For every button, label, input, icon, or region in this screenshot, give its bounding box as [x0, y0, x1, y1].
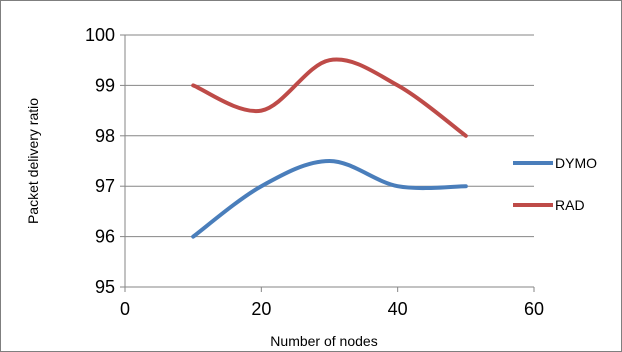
y-tick-label: 97 — [95, 176, 115, 196]
x-tick-label: 40 — [388, 299, 408, 319]
x-tick-label: 0 — [120, 299, 130, 319]
tick-labels: 95 96 97 98 99 100 0 20 40 60 — [85, 25, 544, 319]
legend-label-dymo: DYMO — [555, 155, 597, 171]
legend-label-rad: RAD — [555, 197, 585, 213]
y-axis-title: Packet delivery ratio — [25, 98, 41, 224]
legend: DYMO RAD — [513, 155, 597, 213]
grid-lines — [125, 34, 534, 238]
x-tick-label: 20 — [251, 299, 271, 319]
x-axis-title: Number of nodes — [270, 333, 377, 349]
series-line-rad — [191, 57, 468, 138]
x-tick-label: 60 — [524, 299, 544, 319]
series-line-dymo — [191, 159, 468, 239]
axes — [120, 34, 535, 292]
y-tick-label: 100 — [85, 25, 115, 45]
series-lines — [191, 57, 468, 239]
y-tick-label: 99 — [95, 75, 115, 95]
y-tick-label: 95 — [95, 277, 115, 297]
y-tick-label: 98 — [95, 126, 115, 146]
y-tick-label: 96 — [95, 227, 115, 247]
